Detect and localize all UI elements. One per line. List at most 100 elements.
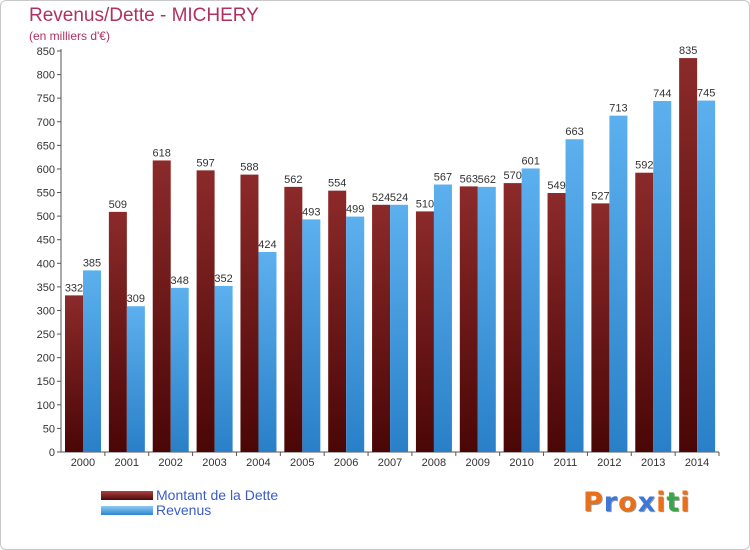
chart-subtitle: (en milliers d'€) bbox=[29, 29, 110, 43]
bar-revenus bbox=[433, 184, 452, 453]
bar-revenus bbox=[477, 186, 496, 453]
x-tick-label: 2001 bbox=[115, 457, 139, 469]
data-label-dette: 570 bbox=[503, 170, 521, 182]
data-label-dette: 527 bbox=[591, 190, 609, 202]
bar-dette bbox=[503, 183, 522, 452]
data-label-revenus: 424 bbox=[258, 239, 276, 251]
y-tick-label: 350 bbox=[37, 282, 55, 294]
data-label-revenus: 744 bbox=[653, 88, 671, 100]
x-tick-label: 2010 bbox=[509, 457, 533, 469]
bar-revenus bbox=[609, 115, 628, 452]
data-label-dette: 592 bbox=[635, 160, 653, 172]
bar-dette bbox=[196, 170, 215, 452]
bar-revenus bbox=[258, 251, 277, 452]
data-label-revenus: 601 bbox=[521, 155, 539, 167]
bar-revenus bbox=[653, 101, 672, 453]
y-tick-label: 750 bbox=[37, 93, 55, 105]
bar-dette bbox=[240, 174, 259, 452]
y-tick-label: 550 bbox=[37, 188, 55, 200]
y-tick-label: 450 bbox=[37, 235, 55, 247]
legend-label-revenus: Revenus bbox=[156, 502, 212, 518]
data-label-revenus: 562 bbox=[478, 174, 496, 186]
y-tick-label: 100 bbox=[37, 400, 55, 412]
y-tick-label: 700 bbox=[37, 117, 55, 129]
data-label-revenus: 745 bbox=[697, 88, 715, 100]
x-tick-label: 2004 bbox=[246, 457, 270, 469]
bar-dette bbox=[372, 204, 391, 452]
bar-revenus bbox=[126, 306, 145, 452]
bar-dette bbox=[591, 203, 610, 452]
data-label-dette: 588 bbox=[240, 162, 258, 174]
x-tick-label: 2005 bbox=[290, 457, 314, 469]
x-tick-label: 2014 bbox=[685, 457, 709, 469]
y-tick-label: 50 bbox=[43, 423, 55, 435]
x-tick-label: 2013 bbox=[641, 457, 665, 469]
bar-dette bbox=[328, 190, 347, 453]
y-tick-label: 400 bbox=[37, 258, 55, 270]
data-label-revenus: 663 bbox=[565, 126, 583, 138]
bar-dette bbox=[415, 211, 434, 452]
data-label-revenus: 499 bbox=[346, 204, 364, 216]
legend-swatch-revenus bbox=[101, 506, 153, 515]
bar-revenus bbox=[170, 287, 189, 452]
data-label-revenus: 713 bbox=[609, 103, 627, 115]
data-label-revenus: 385 bbox=[83, 257, 101, 269]
data-label-revenus: 348 bbox=[171, 275, 189, 287]
x-tick-label: 2011 bbox=[554, 457, 578, 469]
data-label-dette: 835 bbox=[679, 45, 697, 57]
legend-swatch-dette bbox=[101, 491, 153, 500]
x-tick-label: 2008 bbox=[422, 457, 446, 469]
y-tick-label: 0 bbox=[49, 447, 55, 459]
bar-dette bbox=[635, 172, 654, 452]
x-tick-label: 2003 bbox=[202, 457, 226, 469]
x-tick-label: 2009 bbox=[465, 457, 489, 469]
bar-dette bbox=[459, 186, 478, 452]
y-tick-label: 850 bbox=[37, 46, 55, 58]
data-label-dette: 509 bbox=[109, 199, 127, 211]
data-label-dette: 554 bbox=[328, 178, 346, 190]
data-label-dette: 524 bbox=[372, 192, 390, 204]
data-label-revenus: 352 bbox=[214, 273, 232, 285]
data-label-dette: 618 bbox=[153, 147, 171, 159]
y-tick-label: 200 bbox=[37, 353, 55, 365]
bar-revenus bbox=[302, 219, 321, 452]
legend-label-dette: Montant de la Dette bbox=[156, 487, 279, 503]
chart-title: Revenus/Dette - MICHERY bbox=[29, 5, 259, 26]
bar-revenus bbox=[83, 270, 101, 452]
y-tick-label: 500 bbox=[37, 211, 55, 223]
data-label-dette: 549 bbox=[547, 180, 565, 192]
bar-dette bbox=[284, 186, 303, 453]
bar-revenus bbox=[565, 139, 584, 452]
bar-dette bbox=[679, 58, 698, 452]
bar-dette bbox=[108, 211, 127, 452]
proxiti-logo: Proxiti bbox=[583, 487, 691, 518]
data-label-revenus: 567 bbox=[434, 172, 452, 184]
bar-revenus bbox=[346, 216, 365, 452]
x-tick-label: 2007 bbox=[378, 457, 402, 469]
y-tick-label: 650 bbox=[37, 140, 55, 152]
data-label-revenus: 524 bbox=[390, 192, 408, 204]
bar-revenus bbox=[390, 204, 409, 452]
y-tick-label: 250 bbox=[37, 329, 55, 341]
data-label-revenus: 309 bbox=[127, 293, 145, 305]
x-tick-label: 2012 bbox=[597, 457, 621, 469]
y-tick-label: 600 bbox=[37, 164, 55, 176]
x-tick-label: 2002 bbox=[158, 457, 182, 469]
bar-revenus bbox=[697, 100, 716, 453]
y-tick-label: 800 bbox=[37, 70, 55, 82]
data-label-dette: 562 bbox=[284, 174, 302, 186]
data-label-dette: 563 bbox=[460, 173, 478, 185]
bar-dette bbox=[547, 193, 566, 453]
bar-dette bbox=[152, 160, 171, 453]
bar-revenus bbox=[214, 285, 233, 452]
data-label-dette: 332 bbox=[65, 282, 83, 294]
x-tick-label: 2006 bbox=[334, 457, 358, 469]
x-tick-label: 2000 bbox=[71, 457, 95, 469]
y-tick-label: 300 bbox=[37, 305, 55, 317]
data-label-revenus: 493 bbox=[302, 206, 320, 218]
y-tick-label: 150 bbox=[37, 376, 55, 388]
data-label-dette: 510 bbox=[416, 198, 434, 210]
data-label-dette: 597 bbox=[196, 157, 214, 169]
bar-dette bbox=[65, 295, 83, 452]
